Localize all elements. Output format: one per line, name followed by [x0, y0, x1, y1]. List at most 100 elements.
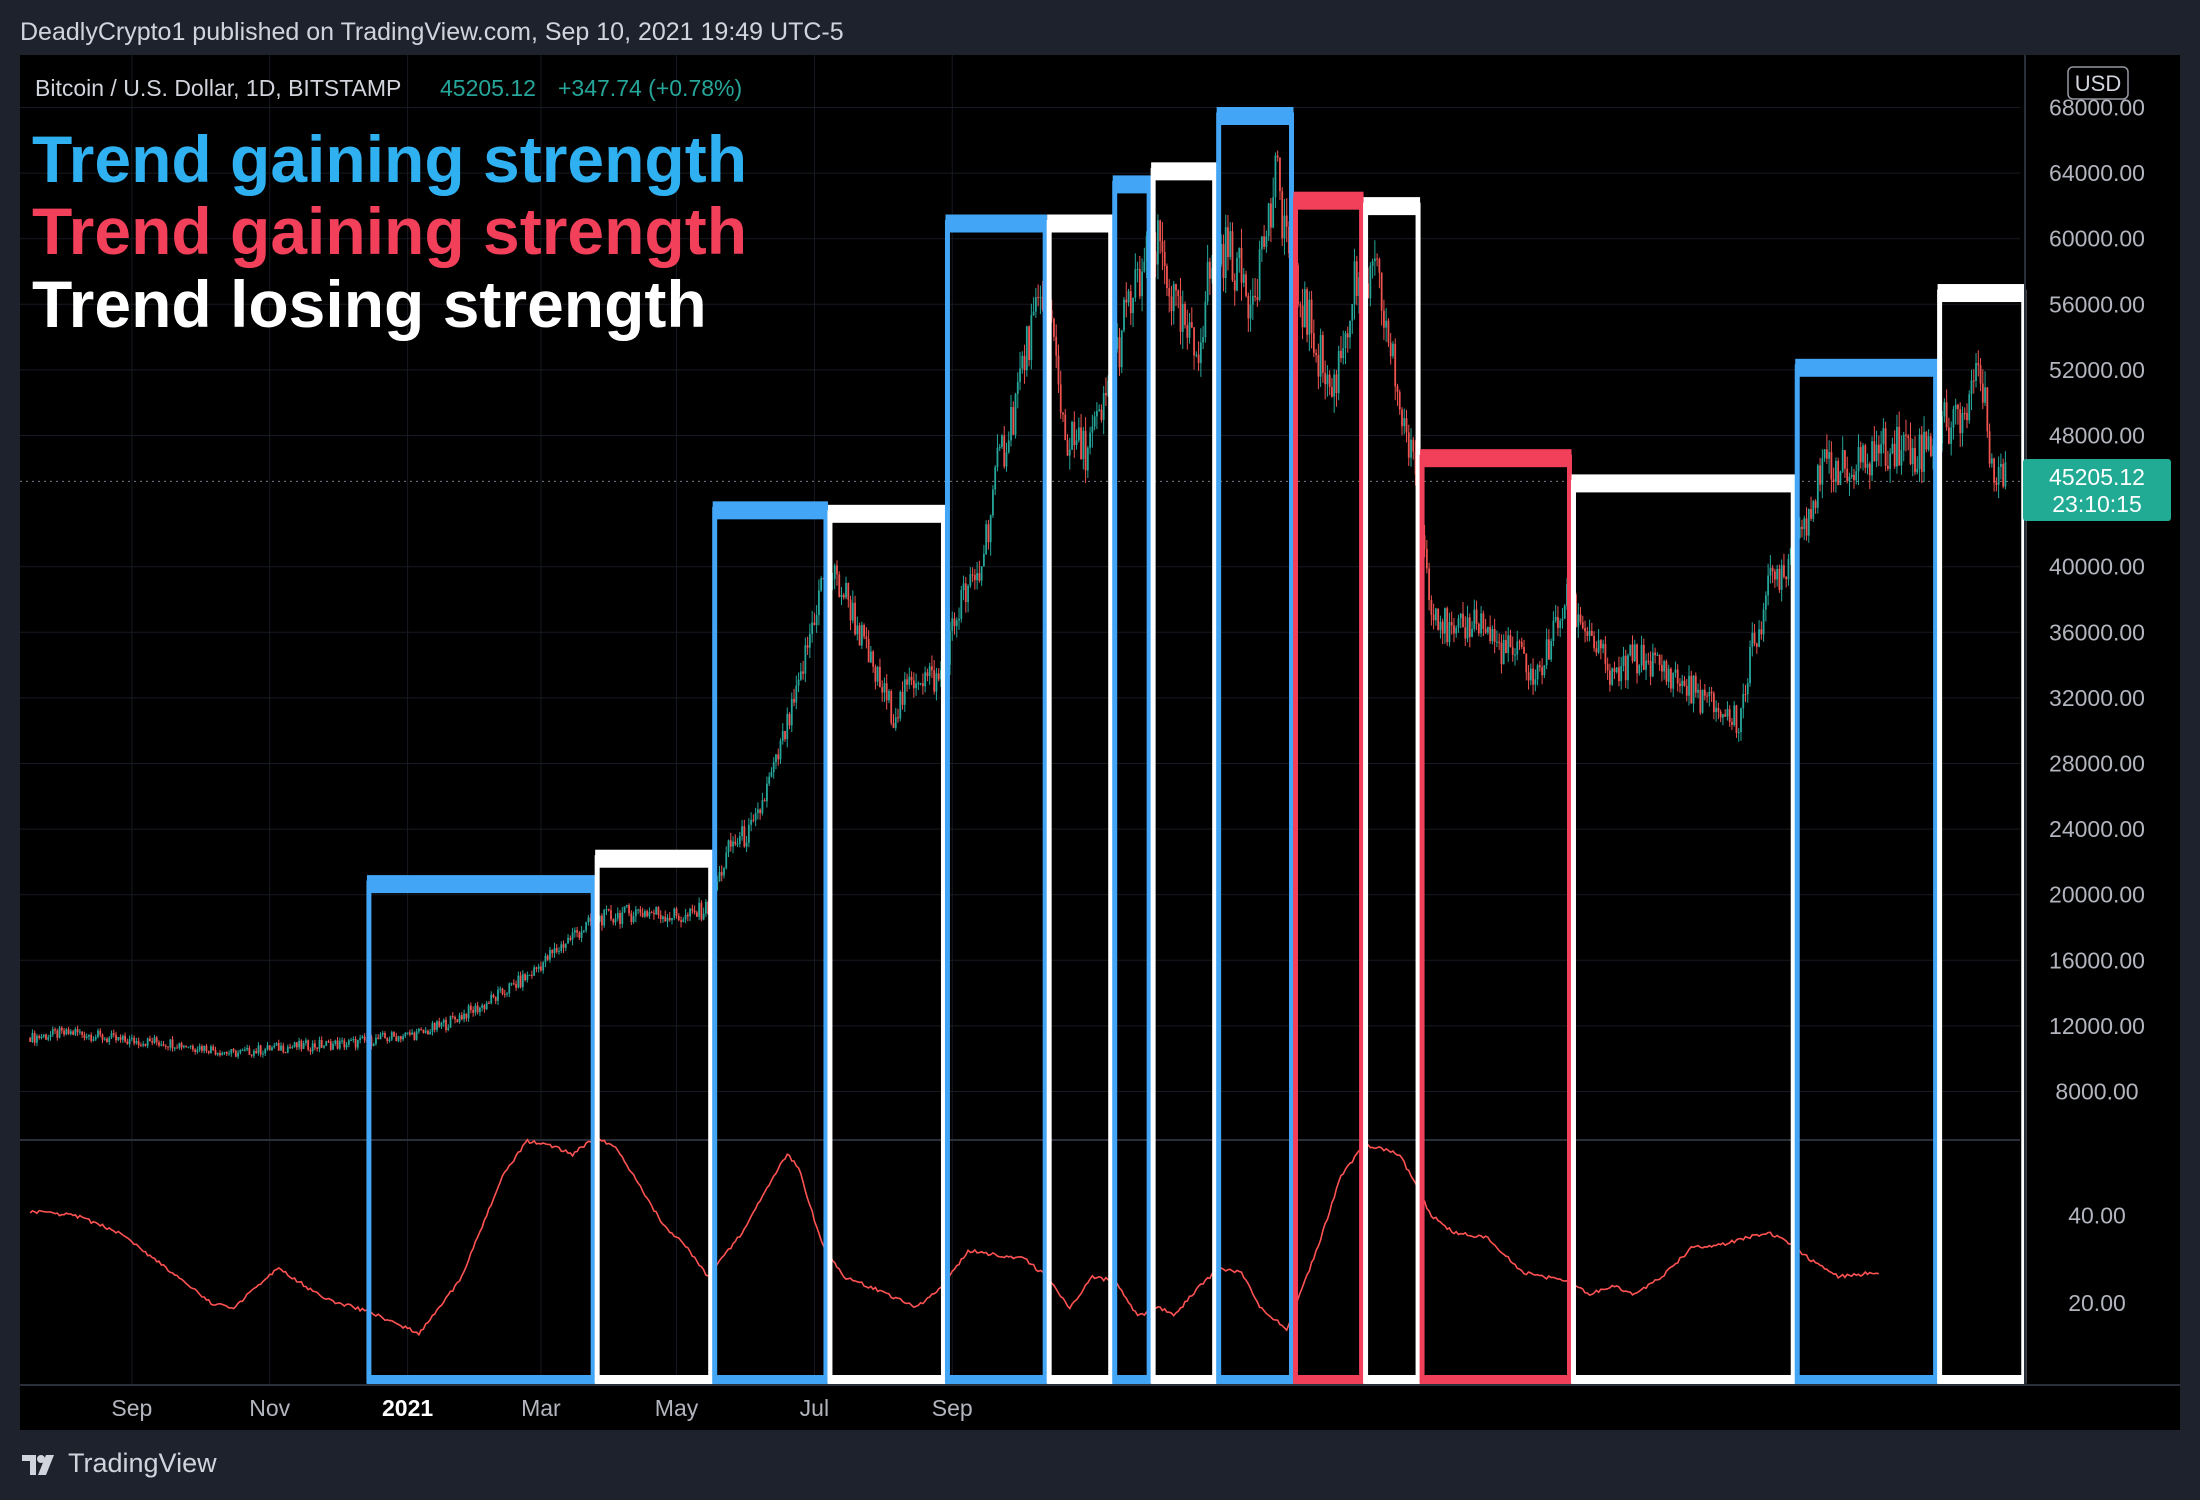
annotation-blue: Trend gaining strength: [32, 122, 747, 196]
candle-body: [1550, 641, 1553, 660]
candle-body: [804, 645, 807, 674]
candle-body: [271, 1047, 273, 1051]
candle-body: [302, 1043, 305, 1049]
candle-body: [1527, 672, 1530, 681]
candle-body: [1735, 705, 1738, 733]
candle-body: [1462, 613, 1464, 628]
osc-tick-label: 40.00: [2068, 1203, 2126, 1229]
candle-body: [1966, 413, 1968, 421]
candle-body: [872, 651, 875, 667]
candle-body: [1475, 609, 1478, 624]
candle-body: [1306, 289, 1308, 335]
candle-body: [243, 1049, 246, 1051]
candle-body: [619, 913, 621, 924]
published-header: DeadlyCrypto1 published on TradingView.c…: [20, 18, 844, 46]
region-box-white: [827, 510, 946, 1384]
candle-body: [393, 1032, 395, 1037]
candle-body: [1552, 620, 1555, 642]
candle-body: [1620, 665, 1623, 682]
region-box-blue: [1794, 364, 1939, 1384]
candle-body: [707, 901, 710, 915]
candle-body: [569, 937, 572, 940]
candle-body: [404, 1032, 407, 1037]
candle-body: [433, 1023, 436, 1030]
candle-body: [60, 1027, 63, 1031]
candle-body: [1389, 342, 1392, 357]
candle-body: [549, 949, 551, 960]
candle-body: [1224, 227, 1227, 279]
candle-body: [1588, 630, 1591, 636]
candle-body: [1344, 333, 1347, 348]
currency-badge[interactable]: [2067, 66, 2129, 100]
region-box-white: [1570, 479, 1796, 1384]
candle-body: [949, 631, 951, 665]
candle-body: [101, 1034, 104, 1040]
candle-body: [1448, 622, 1451, 643]
candle-body: [316, 1047, 319, 1049]
candle-body: [530, 974, 533, 976]
candle-body: [998, 446, 1001, 448]
region-cap-top-white: [827, 504, 946, 523]
candle-body: [1394, 343, 1397, 387]
candle-body: [772, 762, 775, 773]
candle-body: [1816, 465, 1819, 508]
candle-body: [176, 1047, 178, 1049]
candle-body: [1383, 310, 1385, 328]
candle-body: [524, 974, 527, 981]
candle-body: [230, 1049, 233, 1054]
candle-body: [752, 819, 755, 821]
region-cap-top-red: [1420, 449, 1572, 468]
tradingview-logo-icon: [22, 1454, 54, 1475]
candle-body: [1019, 368, 1021, 382]
candle-body: [1116, 337, 1119, 349]
candlestick-chart[interactable]: 68000.0064000.0060000.0056000.0052000.00…: [20, 55, 2180, 1430]
candle-body: [133, 1037, 136, 1044]
candle-body: [1498, 641, 1501, 643]
chart-area[interactable]: 68000.00 64000.00 60000.00 56000.00 52000.00…: [20, 55, 2180, 1430]
candle-body: [1240, 248, 1243, 283]
candle-body: [1979, 365, 1982, 384]
candle-body: [614, 918, 617, 923]
candle-body: [1193, 327, 1195, 356]
region-cap-top-blue: [1795, 358, 1938, 377]
candle-body: [1199, 342, 1202, 363]
candle-body: [210, 1046, 212, 1054]
candle-body: [567, 937, 569, 944]
region-cap-top-white: [1151, 162, 1217, 181]
candle-body: [1168, 288, 1171, 297]
candle-body: [1543, 665, 1546, 676]
candle-body: [417, 1028, 420, 1032]
candle-body: [634, 909, 637, 917]
candle-body: [1007, 440, 1010, 453]
candle-body: [485, 1002, 488, 1010]
candle-body: [1260, 236, 1263, 250]
candle-body: [840, 594, 843, 597]
candle-body: [1907, 435, 1910, 439]
candle-body: [1875, 444, 1878, 462]
candle-body: [1358, 277, 1360, 296]
candle-body: [770, 772, 773, 777]
candle-body: [1005, 452, 1008, 467]
candle-body: [413, 1032, 416, 1040]
candle-body: [1480, 613, 1482, 634]
candle-body: [36, 1035, 38, 1043]
candle-body: [1175, 284, 1177, 291]
candle-body: [178, 1043, 181, 1048]
candle-body: [1333, 374, 1336, 397]
candle-body: [121, 1035, 124, 1040]
candle-body: [69, 1031, 72, 1034]
candle-body: [869, 651, 872, 663]
candle-body: [917, 683, 920, 685]
candle-body: [700, 902, 703, 920]
candle-body: [216, 1052, 219, 1055]
candle-body: [1945, 402, 1948, 428]
candle-body: [1204, 301, 1207, 338]
candle-body: [72, 1031, 75, 1035]
candle-body: [1997, 466, 2000, 485]
legend-symbol: Bitcoin / U.S. Dollar, 1D, BITSTAMP: [35, 75, 401, 101]
candle-body: [540, 966, 542, 971]
candle-body: [576, 930, 578, 933]
candle-body: [1914, 447, 1916, 473]
candle-body: [1685, 685, 1688, 696]
candle-body: [558, 950, 560, 952]
